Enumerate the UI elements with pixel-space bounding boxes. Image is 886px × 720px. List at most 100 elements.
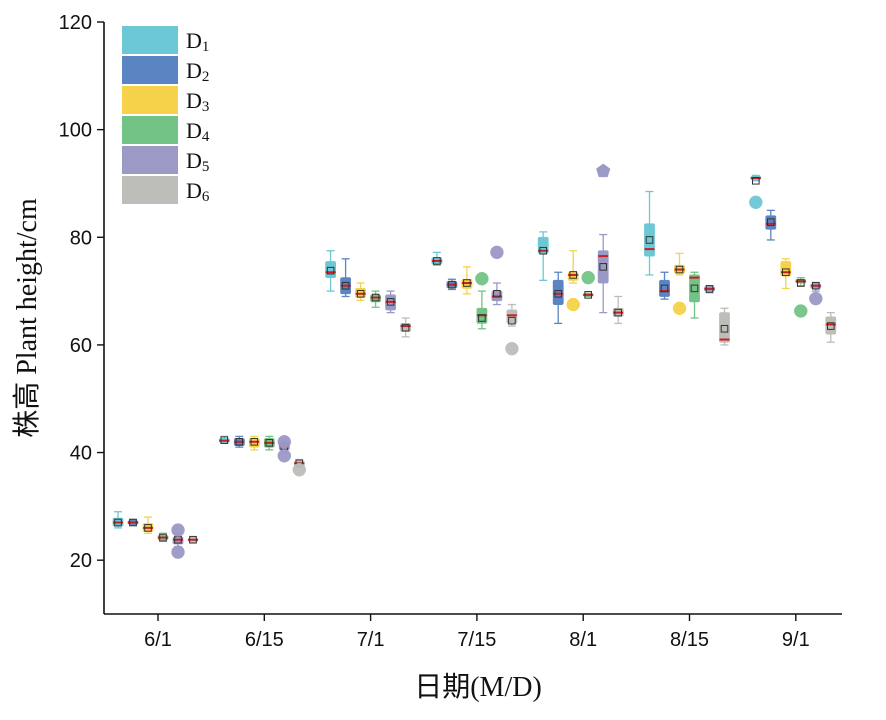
y-tick-label: 40	[70, 443, 92, 465]
legend-label-subscript: 5	[202, 159, 210, 175]
box-d3-6-15	[248, 435, 260, 451]
outlier-marker	[566, 297, 580, 312]
box-d5-6-1	[171, 523, 185, 559]
mean-marker	[448, 280, 456, 289]
mean-marker	[114, 518, 122, 527]
mean-marker	[386, 298, 395, 306]
box-d4-6-1	[157, 532, 169, 542]
mean-marker	[782, 268, 790, 277]
outlier-marker	[672, 301, 687, 316]
outlier-marker	[171, 523, 185, 537]
legend-swatch	[122, 146, 178, 174]
mean-marker	[341, 281, 350, 290]
y-tick-label: 60	[70, 335, 92, 357]
legend-label: D2	[186, 58, 209, 85]
mean-marker	[539, 246, 548, 255]
box-d3-7-1	[355, 282, 367, 301]
mean-marker	[508, 316, 516, 325]
mean-marker	[356, 289, 365, 298]
mean-marker	[660, 284, 669, 293]
mean-marker	[584, 291, 593, 299]
outlier-marker	[749, 195, 763, 210]
outlier-marker	[475, 271, 489, 286]
mean-marker	[401, 323, 410, 332]
mean-marker	[478, 314, 486, 322]
outlier-marker	[490, 245, 504, 260]
outlier-marker	[292, 463, 307, 477]
box-d4-9-1	[794, 276, 808, 318]
box-body	[719, 312, 730, 343]
legend-swatch	[122, 56, 178, 84]
mean-marker	[371, 293, 380, 302]
box-d6-8-1	[612, 295, 624, 325]
box-body	[597, 250, 609, 284]
box-d4-7-15	[475, 271, 489, 330]
box-d4-7-1	[370, 290, 382, 308]
mean-marker	[720, 324, 729, 333]
y-ticks: 20 40 60 80 100 120	[59, 12, 104, 572]
outlier-marker	[581, 270, 595, 285]
mean-marker	[159, 533, 167, 542]
legend-label-main: D	[186, 88, 202, 113]
legend-label-main: D	[186, 28, 202, 53]
box-body	[552, 279, 564, 305]
mean-marker	[265, 439, 274, 447]
box-d3-9-1	[780, 258, 792, 290]
mean-marker	[812, 281, 820, 290]
outlier-marker	[809, 291, 823, 306]
box-d5-8-1	[596, 163, 611, 314]
legend-label-main: D	[186, 148, 202, 173]
axes	[103, 22, 842, 615]
mean-marker	[220, 436, 229, 444]
box-d6-7-15	[505, 303, 519, 356]
mean-marker	[433, 257, 441, 265]
outlier-marker	[277, 449, 292, 463]
box-d1-7-15	[431, 251, 443, 266]
mean-marker	[690, 284, 699, 293]
outlier-marker	[171, 545, 185, 559]
outlier-marker	[505, 341, 519, 356]
x-tick-label: 8/1	[569, 629, 597, 651]
box-d6-9-1	[825, 311, 837, 343]
box-d5-9-1	[809, 281, 823, 306]
box-d5-8-15	[704, 285, 715, 294]
legend-label: D1	[186, 28, 209, 55]
mean-marker	[463, 279, 471, 287]
legend-swatch	[122, 86, 178, 114]
box-d6-6-15	[292, 458, 307, 477]
box-d2-7-15	[446, 278, 458, 291]
legend-swatch	[122, 176, 178, 204]
legend-label-main: D	[186, 58, 202, 83]
legend-label-subscript: 1	[202, 39, 210, 55]
box-d4-8-15	[689, 271, 700, 319]
x-tick-label: 9/1	[782, 629, 810, 651]
mean-marker	[705, 285, 714, 293]
box-body	[537, 236, 549, 254]
box-d4-8-1	[581, 270, 595, 299]
mean-marker	[797, 279, 805, 287]
x-tick-label: 6/15	[245, 629, 284, 651]
box-d2-8-1	[552, 271, 564, 325]
legend-label-subscript: 3	[202, 99, 210, 115]
box-d6-8-15	[719, 307, 730, 346]
box-body	[506, 309, 518, 324]
box-d4-6-15	[263, 435, 275, 451]
mean-marker	[599, 263, 608, 271]
mean-marker	[752, 176, 760, 185]
box-d1-7-1	[325, 250, 337, 292]
mean-marker	[326, 266, 335, 275]
x-tick-label: 6/1	[144, 629, 172, 651]
box-d1-6-15	[218, 435, 230, 444]
mean-marker	[767, 218, 775, 227]
box-d2-7-1	[340, 258, 352, 298]
box-d6-6-1	[187, 535, 199, 544]
box-d2-9-1	[765, 209, 777, 241]
box-body	[644, 223, 655, 257]
plot-marks	[112, 163, 837, 559]
outlier-marker	[794, 304, 808, 318]
box-d5-7-1	[385, 290, 397, 314]
box-d1-9-1	[749, 174, 763, 210]
x-axis-title: 日期(M/D)	[414, 672, 542, 703]
